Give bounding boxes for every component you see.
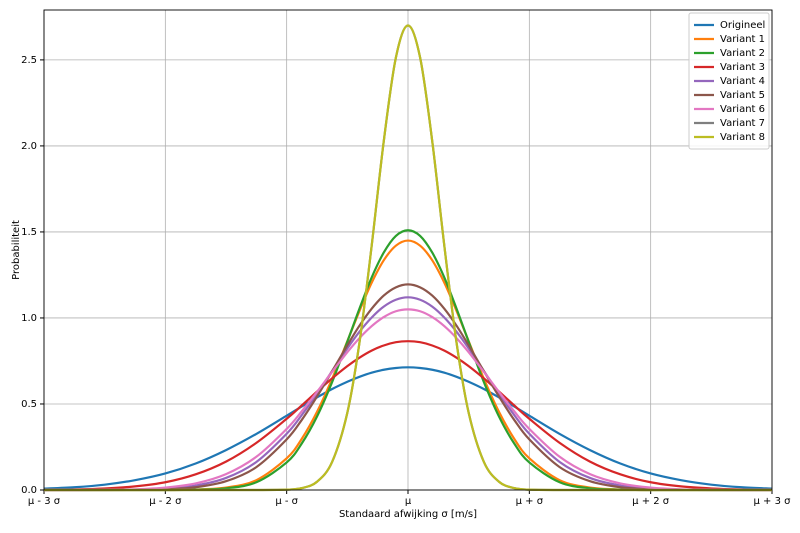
legend-box xyxy=(688,12,770,150)
legend-label: Variant 3 xyxy=(720,62,765,73)
plot-frame xyxy=(43,9,773,491)
series-line xyxy=(43,340,773,491)
legend-label: Origineel xyxy=(720,20,765,31)
series-line xyxy=(43,366,773,490)
x-tick-label: μ - 2 σ xyxy=(149,496,182,507)
legend-label: Variant 4 xyxy=(720,76,765,87)
series-line xyxy=(43,296,773,492)
x-tick-label: μ xyxy=(405,496,412,507)
x-tick-label: μ + σ xyxy=(516,496,544,507)
legend-label: Variant 2 xyxy=(720,48,765,59)
y-tick-label: 1.0 xyxy=(21,313,37,324)
y-tick-label: 1.5 xyxy=(21,227,37,238)
y-tick-label: 2.0 xyxy=(21,141,37,152)
x-tick-label: μ - σ xyxy=(275,496,298,507)
series-line xyxy=(44,283,772,492)
y-tick-label: 0.5 xyxy=(21,399,37,410)
x-axis-label: Standaard afwijking σ [m/s] xyxy=(339,509,477,520)
legend: Origineel Variant 1 Variant 2 Variant 3 Vari… xyxy=(688,12,770,150)
series-line xyxy=(43,308,773,492)
legend-label: Variant 7 xyxy=(720,118,765,129)
x-tick-label: μ - 3 σ xyxy=(28,496,61,507)
y-axis-label: Probabiliteit xyxy=(11,220,22,280)
legend-label: Variant 5 xyxy=(720,90,765,101)
legend-label: Variant 1 xyxy=(720,34,765,45)
y-tick-label: 0.0 xyxy=(21,485,37,496)
legend-label: Variant 6 xyxy=(720,104,765,115)
legend-label: Variant 8 xyxy=(720,132,765,143)
x-tick-label: μ + 2 σ xyxy=(632,496,670,507)
x-tick-label: μ + 3 σ xyxy=(754,496,792,507)
y-tick-label: 2.5 xyxy=(21,55,37,66)
